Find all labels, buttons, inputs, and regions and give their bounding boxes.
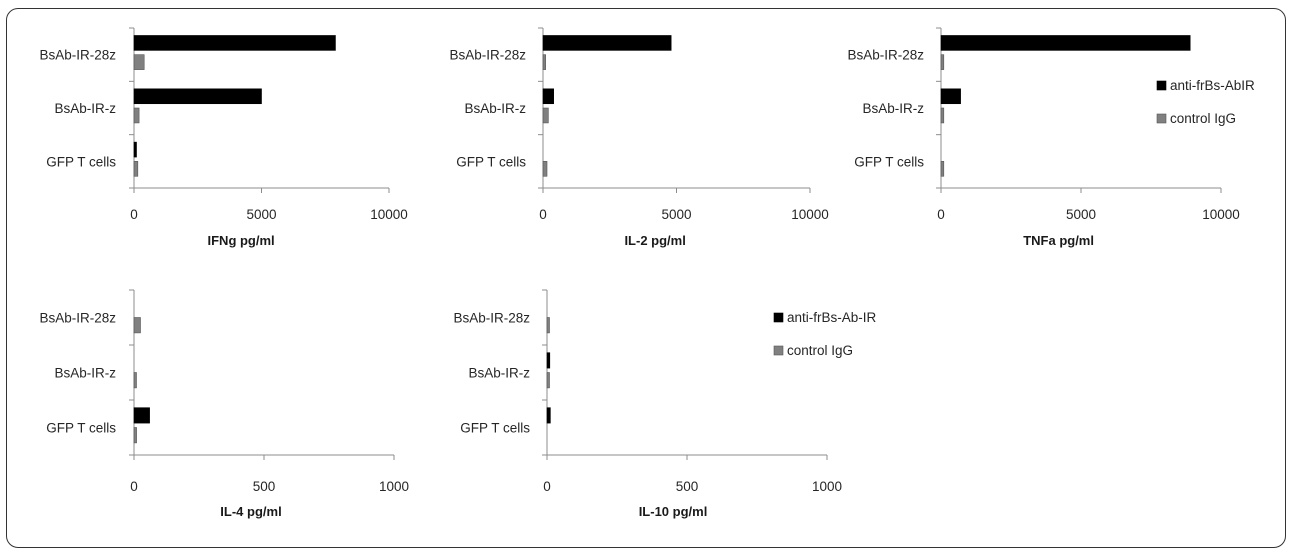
- category-label: BsAb-IR-z: [468, 366, 530, 381]
- bar-anti-frbs: [940, 35, 1191, 51]
- bar-control-igg: [542, 54, 546, 70]
- bar-control-igg: [940, 54, 945, 70]
- chart-panel-1: BsAb-IR-28z BsAb-IR-z GFP T cells 0 5000 1000…: [39, 27, 408, 248]
- category-label: BsAb-IR-28z: [453, 311, 530, 326]
- bar-anti-frbs: [542, 88, 554, 105]
- chart-panel-2: BsAb-IR-28z BsAb-IR-z GFP T cells 0 5000 1000…: [449, 27, 829, 248]
- category-label: GFP T cells: [46, 154, 116, 169]
- x-tick-label: 10000: [370, 207, 408, 222]
- bar-control-igg: [542, 107, 549, 124]
- legend-swatch-control-igg: [1156, 113, 1167, 124]
- x-tick-label: 0: [539, 207, 547, 222]
- category-label: BsAb-IR-28z: [39, 311, 116, 326]
- bar-control-igg: [133, 317, 141, 334]
- category-label: BsAb-IR-28z: [39, 48, 116, 63]
- category-label: BsAb-IR-28z: [847, 48, 924, 63]
- x-axis-title: IL-10 pg/ml: [639, 504, 708, 519]
- legend-swatch-anti-frbs: [773, 312, 784, 323]
- x-tick-label: 500: [676, 479, 699, 494]
- x-tick-label: 1000: [379, 479, 409, 494]
- legend-label: anti-frBs-AbIR: [1170, 78, 1255, 93]
- x-axis-title: IL-2 pg/ml: [624, 233, 685, 248]
- legend-swatch-anti-frbs: [1156, 80, 1167, 91]
- bar-control-igg: [133, 161, 139, 177]
- bar-control-igg: [133, 372, 137, 389]
- bar-anti-frbs: [542, 35, 672, 51]
- x-axis-title: IFNg pg/ml: [208, 233, 275, 248]
- bar-anti-frbs: [940, 88, 961, 105]
- figure: BsAb-IR-28z BsAb-IR-z GFP T cells 0 5000 1000…: [6, 8, 1286, 548]
- bar-anti-frbs: [133, 35, 336, 51]
- legend-label: control IgG: [787, 343, 853, 358]
- x-axis-title: TNFa pg/ml: [1023, 233, 1094, 248]
- bar-anti-frbs: [133, 407, 150, 424]
- bar-control-igg: [133, 54, 145, 70]
- category-label: BsAb-IR-z: [54, 366, 116, 381]
- category-label: BsAb-IR-z: [54, 101, 116, 116]
- category-label: BsAb-IR-z: [862, 101, 924, 116]
- bar-control-igg: [940, 161, 945, 177]
- x-tick-label: 0: [130, 479, 138, 494]
- bar-control-igg: [940, 107, 945, 124]
- x-tick-label: 0: [937, 207, 945, 222]
- category-label: GFP T cells: [854, 154, 924, 169]
- legend-swatch-control-igg: [773, 345, 784, 356]
- category-label: BsAb-IR-z: [464, 101, 526, 116]
- x-tick-label: 500: [253, 479, 276, 494]
- x-tick-label: 5000: [661, 207, 691, 222]
- bar-control-igg: [542, 161, 548, 177]
- x-tick-label: 0: [130, 207, 138, 222]
- bar-control-igg: [133, 107, 140, 124]
- bar-control-igg: [133, 427, 137, 444]
- x-tick-label: 5000: [246, 207, 276, 222]
- category-label: GFP T cells: [460, 421, 530, 436]
- x-axis-title: IL-4 pg/ml: [220, 504, 281, 519]
- category-label: GFP T cells: [456, 154, 526, 169]
- bar-anti-frbs: [546, 352, 551, 369]
- legend-label: anti-frBs-Ab-IR: [787, 310, 877, 325]
- bar-anti-frbs: [133, 88, 262, 105]
- legend: anti-frBs-AbIR control IgG: [1156, 78, 1255, 126]
- legend: anti-frBs-Ab-IR control IgG: [773, 310, 877, 358]
- bar-control-igg: [546, 317, 550, 334]
- x-tick-label: 5000: [1066, 207, 1096, 222]
- category-label: GFP T cells: [46, 421, 116, 436]
- bar-control-igg: [546, 372, 550, 389]
- category-label: BsAb-IR-28z: [449, 48, 526, 63]
- x-tick-label: 0: [543, 479, 551, 494]
- x-tick-label: 10000: [791, 207, 829, 222]
- bar-anti-frbs: [133, 141, 137, 158]
- bar-anti-frbs: [546, 407, 551, 424]
- chart-panel-4: BsAb-IR-28z BsAb-IR-z GFP T cells 0 500 1000 I…: [39, 289, 409, 519]
- chart-panel-3: BsAb-IR-28z BsAb-IR-z GFP T cells 0 5000 1000…: [847, 27, 1255, 248]
- x-tick-label: 10000: [1202, 207, 1240, 222]
- chart-panel-5: BsAb-IR-28z BsAb-IR-z GFP T cells 0 500 1000 I…: [453, 289, 877, 519]
- legend-label: control IgG: [1170, 111, 1236, 126]
- x-tick-label: 1000: [812, 479, 842, 494]
